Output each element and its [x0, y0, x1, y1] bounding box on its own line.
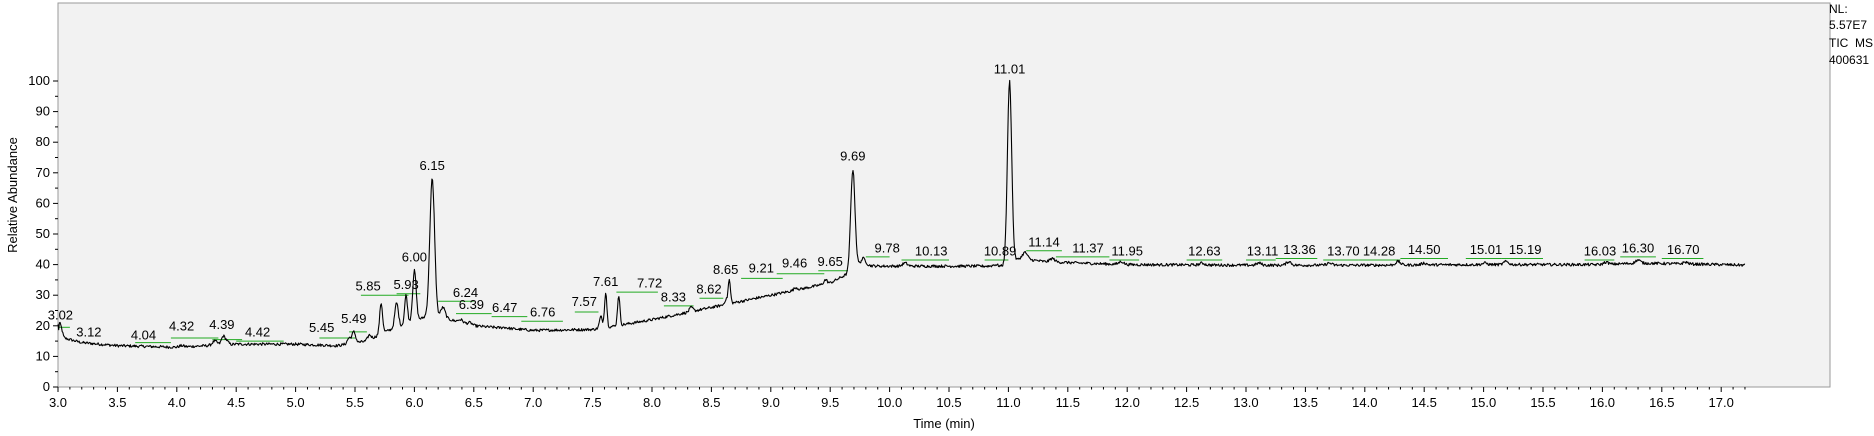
peak-label: 13.36 — [1283, 242, 1316, 257]
peak-label: 6.47 — [492, 300, 517, 315]
y-axis: 0 10 20 30 40 50 60 70 80 90 100 — [28, 73, 58, 394]
plot-area — [57, 2, 1831, 388]
peak-label: 7.61 — [593, 274, 618, 289]
x-tick-label: 11.0 — [996, 395, 1020, 410]
peak-label: 9.69 — [840, 149, 865, 164]
peak-label: 8.33 — [661, 289, 686, 304]
peak-label: 9.78 — [875, 240, 900, 255]
x-tick-label: 15.0 — [1471, 395, 1496, 410]
nl-value: 5.57E7 — [1829, 18, 1868, 32]
x-axis-title: Time (min) — [913, 416, 975, 431]
x-tick-label: 16.5 — [1649, 395, 1674, 410]
x-tick-label: 13.5 — [1293, 395, 1318, 410]
peak-label: 3.02 — [48, 308, 73, 323]
peak-label: 3.12 — [76, 325, 101, 340]
x-tick-label: 7.0 — [524, 395, 542, 410]
y-axis-title: Relative Abundance — [5, 137, 20, 253]
x-tick-label: 5.5 — [346, 395, 364, 410]
peak-label: 11.01 — [994, 61, 1026, 76]
x-tick-label: 7.5 — [584, 395, 602, 410]
trace-type: TIC MS — [1829, 36, 1873, 50]
peak-label: 16.03 — [1584, 244, 1617, 259]
peak-label: 9.21 — [749, 260, 774, 275]
peak-label: 15.01 — [1470, 242, 1503, 257]
peak-label: 10.13 — [915, 244, 948, 259]
peak-label: 6.76 — [530, 305, 555, 320]
peak-label: 14.50 — [1408, 242, 1441, 257]
tic-trace-line — [57, 79, 1746, 349]
peak-label: 11.37 — [1072, 240, 1104, 255]
x-tick-label: 13.0 — [1233, 395, 1258, 410]
peak-label: 6.24 — [453, 285, 478, 300]
y-tick-label: 60 — [36, 195, 50, 210]
y-tick-label: 90 — [36, 104, 50, 119]
x-tick-label: 9.0 — [762, 395, 780, 410]
peak-label: 5.93 — [393, 277, 418, 292]
peak-label: 10.89 — [984, 244, 1017, 259]
x-tick-label: 8.5 — [702, 395, 720, 410]
peak-label: 4.42 — [245, 325, 270, 340]
peak-label: 4.32 — [169, 318, 194, 333]
peak-label: 12.63 — [1188, 244, 1221, 259]
peak-label: 6.15 — [420, 158, 445, 173]
peak-label: 13.70 — [1327, 244, 1360, 259]
peak-label: 4.39 — [209, 317, 234, 332]
x-tick-label: 5.0 — [287, 395, 305, 410]
peak-label: 14.28 — [1363, 244, 1396, 259]
x-tick-label: 17.0 — [1709, 395, 1734, 410]
y-tick-label: 100 — [28, 73, 50, 88]
y-tick-label: 10 — [36, 348, 50, 363]
peak-label: 4.04 — [131, 328, 156, 343]
y-tick-label: 40 — [36, 257, 50, 272]
peak-label: 11.95 — [1111, 244, 1143, 259]
peak-label: 9.46 — [782, 256, 807, 271]
peak-label: 15.19 — [1509, 242, 1542, 257]
peak-label: 16.70 — [1667, 242, 1700, 257]
peak-label: 16.30 — [1622, 240, 1655, 255]
y-tick-label: 70 — [36, 165, 50, 180]
x-tick-label: 12.5 — [1174, 395, 1199, 410]
x-tick-label: 12.0 — [1115, 395, 1140, 410]
x-tick-label: 6.5 — [465, 395, 483, 410]
x-tick-label: 8.0 — [643, 395, 661, 410]
peak-label: 7.57 — [572, 294, 597, 309]
peak-label: 6.39 — [459, 297, 484, 312]
peak-label: 7.72 — [637, 276, 662, 291]
y-tick-label: 50 — [36, 226, 50, 241]
x-tick-label: 10.0 — [877, 395, 902, 410]
x-tick-label: 10.5 — [936, 395, 961, 410]
x-tick-label: 3.5 — [108, 395, 126, 410]
x-tick-label: 6.0 — [405, 395, 423, 410]
x-tick-label: 16.0 — [1590, 395, 1615, 410]
x-tick-label: 4.0 — [168, 395, 186, 410]
peak-label: 5.85 — [355, 279, 380, 294]
peak-label: 9.65 — [818, 254, 843, 269]
peak-label: 6.00 — [402, 250, 427, 265]
y-tick-label: 30 — [36, 287, 50, 302]
peak-label: 5.49 — [341, 311, 366, 326]
x-tick-label: 14.0 — [1352, 395, 1377, 410]
x-tick-label: 4.5 — [227, 395, 245, 410]
x-tick-label: 11.5 — [1056, 395, 1080, 410]
peak-label: 8.65 — [713, 262, 738, 277]
peak-label: 11.14 — [1028, 234, 1060, 249]
nl-label: NL: — [1829, 2, 1848, 16]
y-tick-label: 0 — [43, 379, 50, 394]
peak-label: 13.11 — [1247, 244, 1279, 259]
peak-labels: 3.023.12 4.04 4.32 4.39 4.42 5.45 5.49 5.85 5.93… — [48, 61, 1700, 342]
x-tick-label: 3.0 — [49, 395, 67, 410]
peak-label: 8.62 — [696, 282, 721, 297]
y-tick-label: 80 — [36, 134, 50, 149]
peak-integration-marks — [58, 250, 1704, 344]
y-tick-label: 20 — [36, 318, 50, 333]
peak-label: 5.45 — [309, 320, 334, 335]
x-tick-label: 14.5 — [1412, 395, 1437, 410]
x-tick-label: 9.5 — [821, 395, 839, 410]
x-tick-label: 15.5 — [1530, 395, 1555, 410]
sample-id: 400631 — [1829, 53, 1870, 67]
x-axis: 3.0 3.5 4.0 4.5 5.0 5.5 6.0 6.5 7.0 7.5 8.0 8.5 9.0 9… — [49, 387, 1746, 410]
